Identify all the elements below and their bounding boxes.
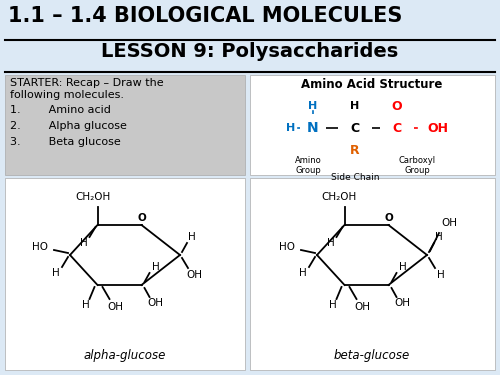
Text: O: O [384, 213, 393, 223]
Text: H: H [326, 238, 334, 248]
Text: H: H [152, 262, 160, 272]
Text: alpha-glucose: alpha-glucose [84, 348, 166, 361]
FancyBboxPatch shape [250, 178, 495, 370]
Text: CH₂OH: CH₂OH [322, 192, 357, 202]
Text: H: H [435, 232, 443, 242]
Text: 1.1 – 1.4 BIOLOGICAL MOLECULES: 1.1 – 1.4 BIOLOGICAL MOLECULES [8, 6, 402, 26]
Text: OH: OH [441, 218, 457, 228]
Text: OH: OH [108, 302, 124, 312]
Text: OH: OH [148, 298, 164, 308]
Text: C: C [350, 122, 360, 135]
Text: OH: OH [394, 298, 410, 308]
Text: O: O [137, 213, 146, 223]
Text: H: H [286, 123, 296, 133]
Text: H: H [437, 270, 445, 280]
Text: HO: HO [279, 242, 295, 252]
Text: N: N [307, 121, 319, 135]
Text: H: H [328, 300, 336, 310]
FancyBboxPatch shape [5, 75, 245, 175]
Text: 2.        Alpha glucose: 2. Alpha glucose [10, 121, 127, 131]
Text: H: H [80, 238, 88, 248]
Text: 3.        Beta glucose: 3. Beta glucose [10, 137, 121, 147]
Text: Amino Acid Structure: Amino Acid Structure [302, 78, 442, 91]
Text: STARTER: Recap – Draw the
following molecules.: STARTER: Recap – Draw the following mole… [10, 78, 164, 100]
Text: H: H [308, 101, 318, 111]
FancyBboxPatch shape [5, 178, 245, 370]
Text: H: H [82, 300, 90, 310]
Text: 1.        Amino acid: 1. Amino acid [10, 105, 111, 115]
Text: H: H [350, 101, 360, 111]
Text: Side Chain: Side Chain [331, 173, 380, 182]
Text: OH: OH [354, 302, 370, 312]
Text: H: H [299, 268, 307, 278]
Text: LESSON 9: Polysaccharides: LESSON 9: Polysaccharides [102, 42, 399, 61]
Text: beta-glucose: beta-glucose [334, 348, 410, 361]
Text: Amino
Group: Amino Group [294, 156, 322, 176]
Text: CH₂OH: CH₂OH [75, 192, 110, 202]
Text: H: H [398, 262, 406, 272]
Text: O: O [392, 99, 402, 112]
Text: H: H [188, 232, 196, 242]
Text: C: C [392, 122, 402, 135]
FancyBboxPatch shape [250, 75, 495, 175]
Text: HO: HO [32, 242, 48, 252]
Text: OH: OH [427, 122, 448, 135]
Text: Carboxyl
Group: Carboxyl Group [398, 156, 436, 176]
Text: R: R [350, 144, 360, 156]
Text: OH: OH [186, 270, 202, 280]
Text: H: H [52, 268, 60, 278]
